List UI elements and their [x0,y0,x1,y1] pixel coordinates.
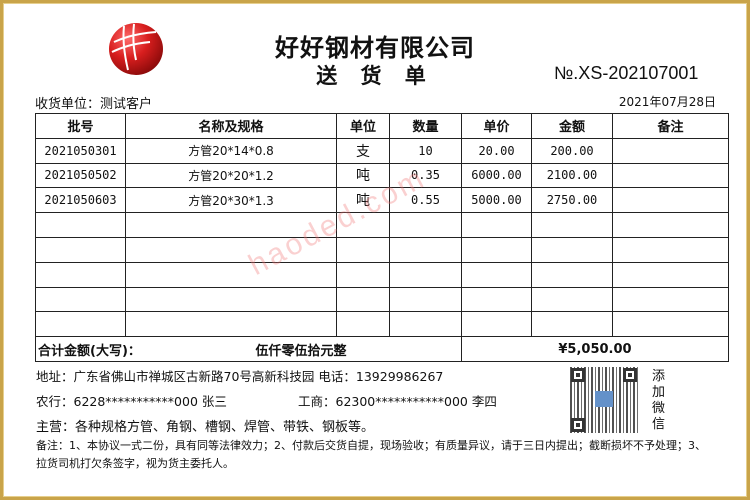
qr-code [570,367,638,433]
table-cell [461,261,532,288]
total-row: 合计金额(大写)： 伍仟零伍拾元整 ¥5,050.00 [35,336,729,363]
table-cell [531,286,613,313]
table-cell [461,286,532,313]
table-cell [35,261,126,288]
table-row: 2021050502 方管20*20*1.2 吨 0.35 6000.00 2100.00 [35,162,729,189]
address: 地址：广东省佛山市禅城区古新路70号高新科技园 电话：13929986267 [36,369,444,384]
table-cell: 5000.00 [461,187,532,214]
table-cell [612,236,729,263]
table-cell [612,311,729,338]
table-row: 2021050301 方管20*14*0.8 支 10 20.00 200.00 [35,137,729,164]
total-label: 合计金额(大写)： [35,336,141,363]
business-scope: 主营：各种规格方管、角钢、槽钢、焊管、带铁、钢板等。 [36,420,375,435]
table-header: 批号 名称及规格 单位 数量 单价 金额 备注 [35,113,729,139]
document-number: №.XS-202107001 [554,63,699,83]
table-cell: 2100.00 [531,162,613,189]
table-cell [461,311,532,338]
table-cell [125,236,337,263]
table-cell [336,261,390,288]
column-header: 数量 [389,113,462,139]
table-cell [389,311,462,338]
table-cell [125,286,337,313]
table-row [35,311,729,338]
table-cell [612,137,729,164]
table-cell [125,212,337,238]
column-header: 名称及规格 [125,113,337,139]
table-cell: 0.55 [389,187,462,214]
table-cell [612,212,729,238]
table-cell [35,212,126,238]
table-cell: 支 [336,137,390,164]
table-row [35,236,729,263]
table-row [35,261,729,288]
receiver: 收货单位：测试客户 [35,97,153,112]
table-cell [125,261,337,288]
table-cell [336,212,390,238]
table-row [35,286,729,313]
table-cell [336,286,390,313]
table-cell [612,261,729,288]
table-cell: 200.00 [531,137,613,164]
company-name: 好好钢材有限公司 [275,33,475,62]
bank-account-2: 工商：62300***********000 李四 [298,394,497,409]
table-cell: 2021050301 [35,137,126,164]
table-cell [461,236,532,263]
table-cell: 方管20*30*1.3 [125,187,337,214]
table-cell [612,286,729,313]
table-cell [612,187,729,214]
table-cell [531,261,613,288]
table-cell: 2750.00 [531,187,613,214]
total-amount: ¥5,050.00 [461,336,729,363]
table-cell: 方管20*14*0.8 [125,137,337,164]
table-cell [35,311,126,338]
table-cell [531,236,613,263]
table-cell: 10 [389,137,462,164]
column-header: 单价 [461,113,532,139]
table-cell [389,261,462,288]
table-cell [336,311,390,338]
add-wechat-label: 添加微信 [652,369,666,432]
table-row: 2021050603 方管20*30*1.3 吨 0.55 5000.00 2750.00 [35,187,729,214]
table-cell [125,311,337,338]
column-header: 批号 [35,113,126,139]
document-title: 送 货 单 [316,63,434,88]
table-cell: 吨 [336,162,390,189]
column-header: 备注 [612,113,729,139]
table-cell: 20.00 [461,137,532,164]
date: 2021年07月28日 [618,95,716,109]
table-cell: 2021050603 [35,187,126,214]
remarks: 备注：1、本协议一式二份，具有同等法律效力；2、付款后交货自提，现场验收；有质量… [36,439,706,470]
table-cell: 2021050502 [35,162,126,189]
table-cell [35,286,126,313]
total-capital: 伍仟零伍拾元整 [125,336,462,363]
table-cell [612,162,729,189]
table-cell [389,212,462,238]
table-cell [531,311,613,338]
table-cell [461,212,532,238]
table-row [35,212,729,238]
goods-table: 批号 名称及规格 单位 数量 单价 金额 备注 2021050301 方管20*14*0.8 支… [35,113,729,363]
table-cell [389,286,462,313]
company-logo [109,23,163,75]
table-cell [35,236,126,263]
column-header: 金额 [531,113,613,139]
table-cell: 0.35 [389,162,462,189]
table-cell [389,236,462,263]
table-cell [336,236,390,263]
table-cell: 方管20*20*1.2 [125,162,337,189]
column-header: 单位 [336,113,390,139]
table-cell: 6000.00 [461,162,532,189]
table-cell: 吨 [336,187,390,214]
bank-account-1: 农行：6228***********000 张三 [36,394,227,409]
table-cell [531,212,613,238]
